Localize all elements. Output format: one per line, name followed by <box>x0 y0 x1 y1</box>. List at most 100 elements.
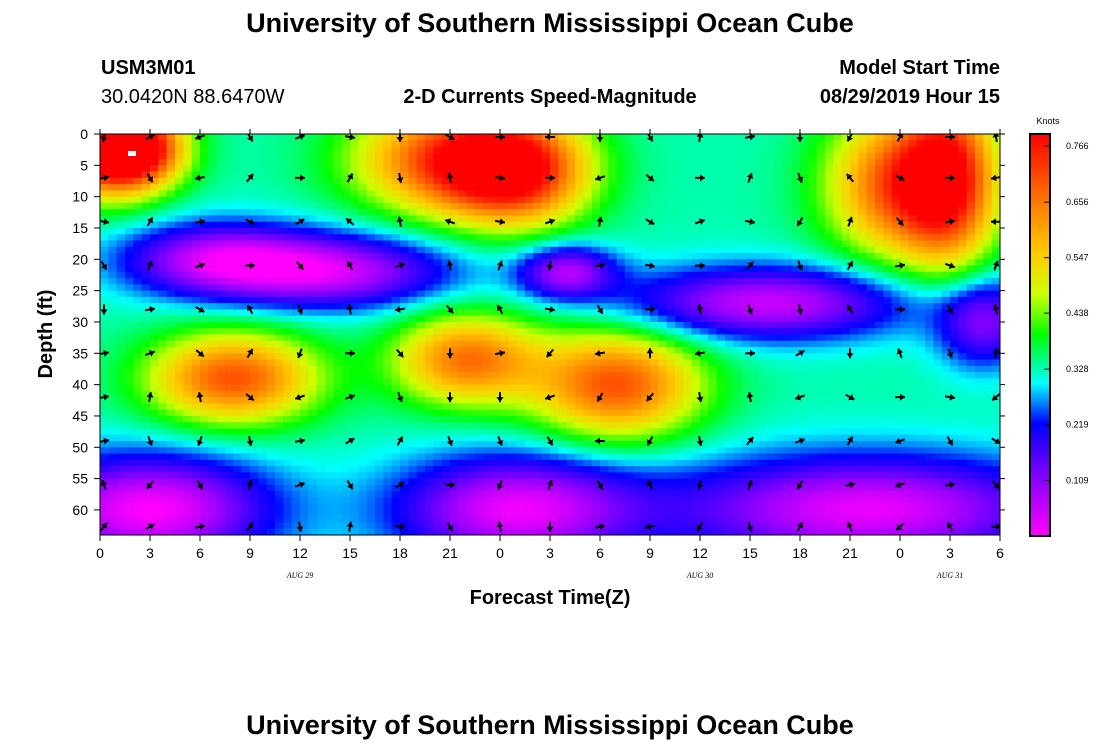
heat-cell <box>516 497 526 505</box>
heat-cell <box>458 503 468 511</box>
heat-cell <box>591 441 601 448</box>
heat-cell <box>475 221 484 229</box>
heat-cell <box>125 171 134 179</box>
heat-cell <box>375 409 384 417</box>
heat-cell <box>741 472 751 480</box>
heat-cell <box>683 303 693 311</box>
heat-cell <box>183 522 193 530</box>
heat-cell <box>666 184 676 191</box>
heat-cell <box>225 309 234 317</box>
heat-cell <box>108 146 118 154</box>
heat-cell <box>358 221 368 229</box>
heat-cell <box>108 227 118 235</box>
heat-cell <box>300 140 309 148</box>
heat-cell <box>541 253 551 260</box>
heat-cell <box>441 447 451 455</box>
heat-cell <box>583 466 593 473</box>
heat-cell <box>425 340 434 348</box>
heat-cell <box>658 522 668 530</box>
heat-cell <box>741 234 751 242</box>
heat-cell <box>725 415 734 423</box>
heat-cell <box>508 334 518 342</box>
heat-cell <box>166 284 176 292</box>
heat-cell <box>383 328 393 336</box>
heat-cell <box>708 296 718 304</box>
heat-cell <box>675 347 684 354</box>
heat-cell <box>558 171 568 179</box>
heat-cell <box>233 209 243 217</box>
heat-cell <box>166 146 176 154</box>
heat-cell <box>400 347 409 354</box>
heat-cell <box>450 253 459 260</box>
heat-cell <box>308 171 318 179</box>
heat-cell <box>366 227 376 235</box>
heat-cell <box>541 165 551 173</box>
heat-cell <box>291 497 301 505</box>
heat-cell <box>158 209 168 217</box>
heat-cell <box>391 209 401 217</box>
heat-cell <box>708 447 718 455</box>
heat-cell <box>483 284 493 292</box>
heat-cell <box>316 516 326 524</box>
heat-cell <box>333 466 343 473</box>
heat-cell <box>608 478 618 486</box>
heat-cell <box>233 466 243 473</box>
heat-cell <box>358 397 368 405</box>
heat-cell <box>308 152 318 160</box>
heat-cell <box>283 284 293 292</box>
heat-cell <box>658 347 668 354</box>
heat-cell <box>475 359 484 367</box>
heat-cell <box>325 441 334 448</box>
heat-cell <box>233 196 243 204</box>
heat-cell <box>508 384 518 392</box>
heat-cell <box>200 253 209 260</box>
heat-cell <box>150 209 159 217</box>
heat-cell <box>183 309 193 317</box>
heat-cell <box>633 491 643 499</box>
heat-cell <box>116 484 126 492</box>
heat-cell <box>466 340 476 348</box>
heat-cell <box>625 321 634 329</box>
heat-cell <box>566 422 576 430</box>
heat-cell <box>533 152 543 160</box>
heat-cell <box>575 140 584 148</box>
heat-cell <box>166 334 176 342</box>
heat-cell <box>675 453 684 461</box>
heat-cell <box>733 202 743 210</box>
heat-cell <box>208 390 218 398</box>
heat-cell <box>466 159 476 166</box>
heat-cell <box>166 422 176 430</box>
heat-cell <box>716 441 726 448</box>
heat-cell <box>150 422 159 430</box>
heat-cell <box>516 253 526 260</box>
heat-cell <box>200 334 209 342</box>
heat-cell <box>233 215 243 223</box>
heat-cell <box>683 146 693 154</box>
heat-cell <box>525 140 534 148</box>
heat-cell <box>466 290 476 298</box>
heat-cell <box>433 434 443 442</box>
heat-cell <box>658 177 668 185</box>
heat-cell <box>183 215 193 223</box>
heat-cell <box>650 177 659 185</box>
heat-cell <box>516 528 526 535</box>
heat-cell <box>233 134 243 141</box>
heat-cell <box>283 528 293 535</box>
heat-cell <box>108 428 118 436</box>
heat-cell <box>241 303 251 311</box>
heat-cell <box>441 390 451 398</box>
heat-cell <box>225 246 234 254</box>
heat-cell <box>391 227 401 235</box>
heat-cell <box>683 509 693 517</box>
heat-cell <box>308 359 318 367</box>
heat-cell <box>466 146 476 154</box>
heat-cell <box>575 221 584 229</box>
heat-cell <box>350 528 359 535</box>
heat-cell <box>675 265 684 273</box>
heat-cell <box>100 378 109 386</box>
heat-cell <box>175 516 184 524</box>
heat-cell <box>500 309 509 317</box>
heat-cell <box>516 478 526 486</box>
heat-cell <box>500 441 509 448</box>
heat-cell <box>383 240 393 248</box>
